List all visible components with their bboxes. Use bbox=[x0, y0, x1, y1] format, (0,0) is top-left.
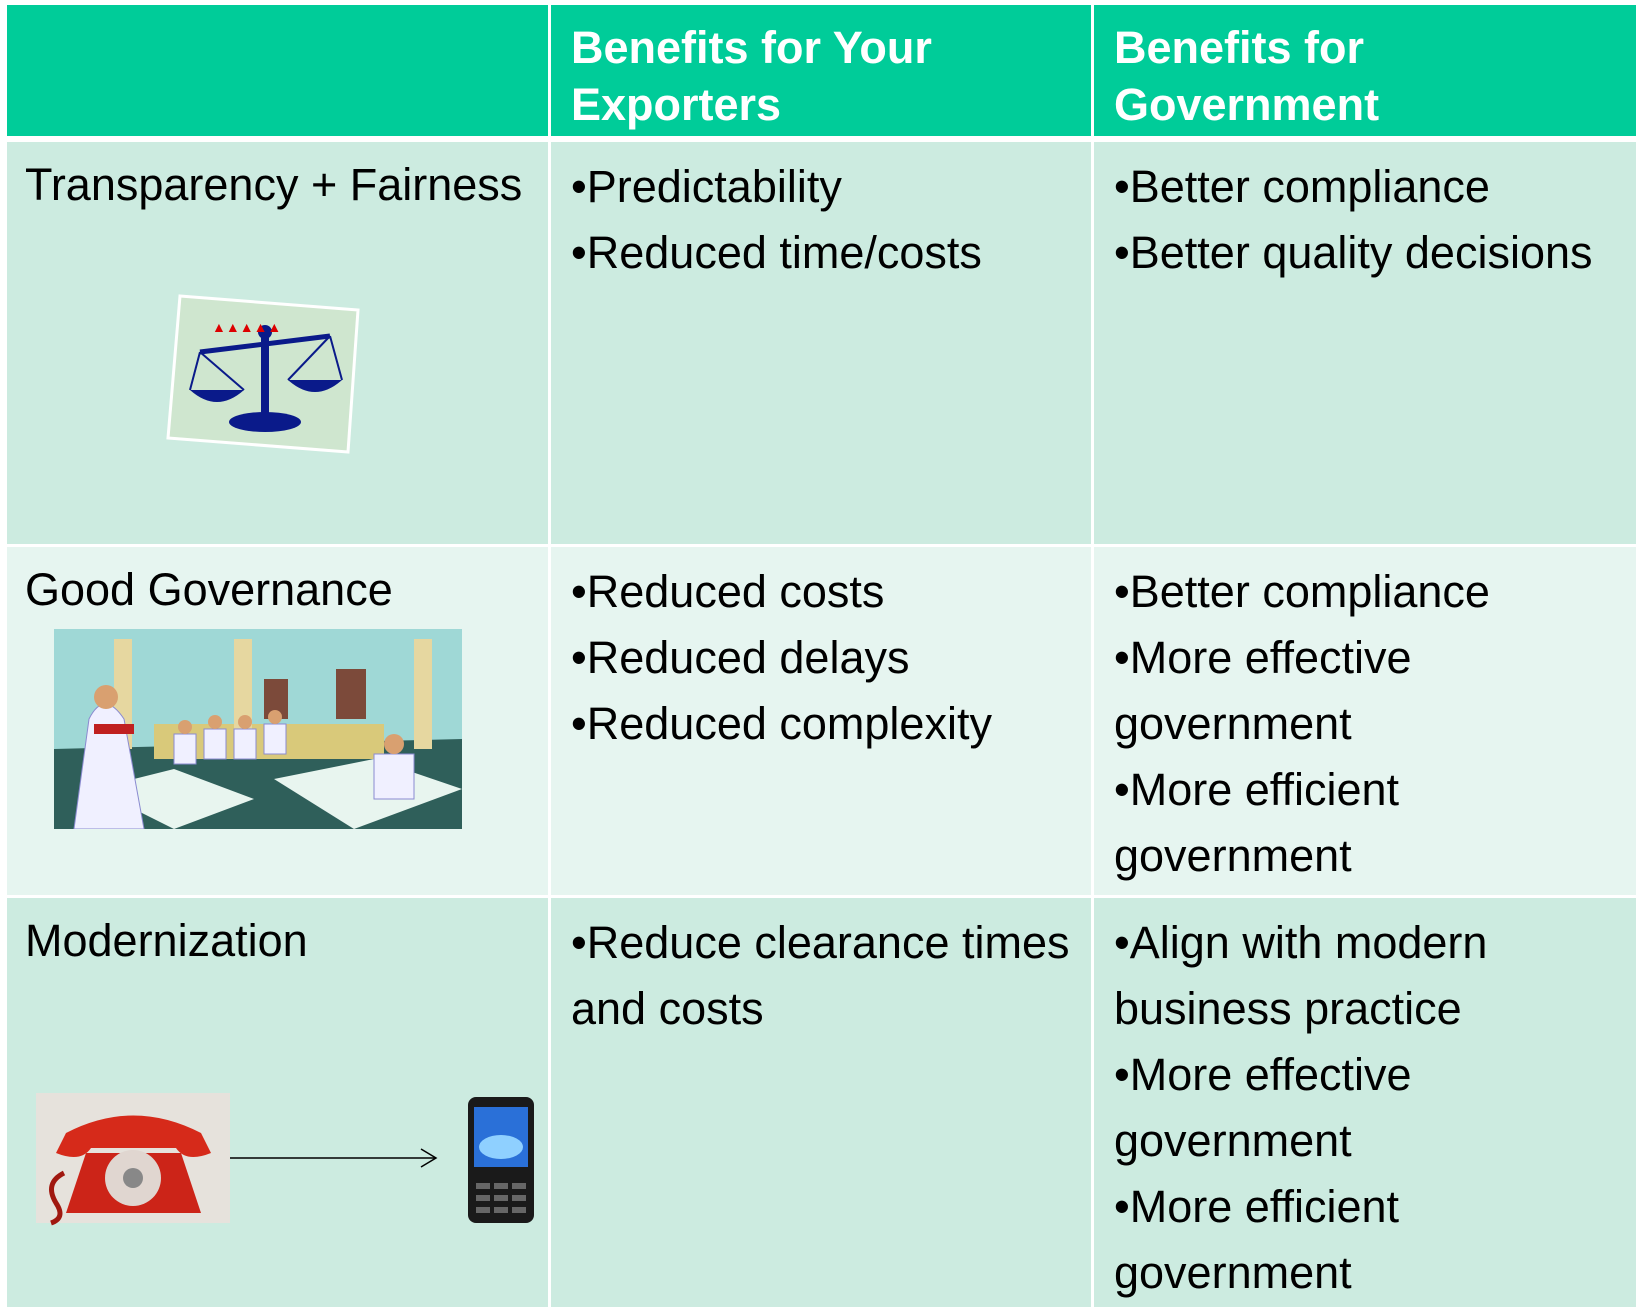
bullet-item: •Reduce clearance times and costs bbox=[571, 917, 1070, 1034]
bullet-list: •Reduced costs •Reduced delays •Reduced co… bbox=[551, 547, 1091, 895]
bullet-item: •Align with modern business practice bbox=[1114, 917, 1488, 1034]
bullet-item: •More effective government bbox=[1114, 632, 1412, 749]
svg-text:▲▲▲▲▲: ▲▲▲▲▲ bbox=[212, 319, 281, 335]
bullet-item: •Better compliance bbox=[1114, 566, 1490, 617]
scales-icon: ▲▲▲▲▲ bbox=[166, 294, 360, 454]
bullet-list: •Align with modern business practice •Mor… bbox=[1094, 898, 1636, 1307]
bullet-item: •Reduced complexity bbox=[571, 698, 992, 749]
bullet-item: •Reduced time/costs bbox=[571, 227, 982, 278]
bullet-item: •Reduced delays bbox=[571, 632, 910, 683]
bullet-item: •More efficient government bbox=[1114, 1181, 1400, 1298]
row-label: Modernization bbox=[7, 898, 548, 1307]
phone-evolution bbox=[36, 1093, 534, 1226]
bullet-item: •Predictability bbox=[571, 161, 842, 212]
bullet-item: •Reduced costs bbox=[571, 566, 885, 617]
bullet-list: •Better compliance •Better quality decisi… bbox=[1094, 142, 1636, 544]
bullet-item: •More effective government bbox=[1114, 1049, 1412, 1166]
bullet-list: •Predictability •Reduced time/costs bbox=[551, 142, 1091, 544]
bullet-list: •Better compliance •More effective govern… bbox=[1094, 547, 1636, 895]
bullet-item: •Better quality decisions bbox=[1114, 227, 1593, 278]
header-cell: Benefits for Government bbox=[1094, 5, 1636, 136]
bullet-item: •Better compliance bbox=[1114, 161, 1490, 212]
header-cell bbox=[7, 5, 548, 136]
header-cell: Benefits for Your Exporters bbox=[551, 5, 1091, 136]
senate-illustration bbox=[54, 629, 462, 829]
bullet-list: •Reduce clearance times and costs bbox=[551, 898, 1091, 1307]
bullet-item: •More efficient government bbox=[1114, 764, 1400, 881]
